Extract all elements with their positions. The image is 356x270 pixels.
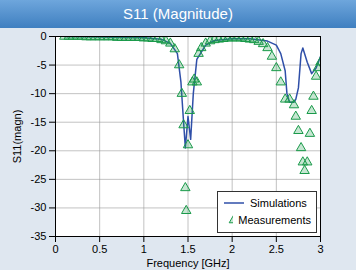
svg-text:1: 1 (141, 243, 147, 255)
svg-text:3: 3 (317, 243, 323, 255)
svg-text:1.5: 1.5 (180, 243, 195, 255)
svg-text:-20: -20 (31, 144, 47, 156)
svg-text:S11(magn): S11(magn) (11, 110, 23, 164)
svg-text:-35: -35 (31, 230, 47, 242)
html-text:Measurements: Measurements (238, 213, 311, 226)
svg-text:-25: -25 (31, 173, 47, 185)
svg-text:-30: -30 (31, 201, 47, 213)
svg-text:2: 2 (229, 243, 235, 255)
svg-text:-10: -10 (31, 87, 47, 99)
svg-text:0: 0 (40, 30, 46, 42)
svg-text:2.5: 2.5 (269, 243, 284, 255)
svg-text:-5: -5 (37, 59, 47, 71)
svg-text:0: 0 (52, 243, 58, 255)
svg-text:Frequency [GHz]: Frequency [GHz] (146, 257, 229, 269)
html-text:Simulations: Simulations (250, 196, 307, 209)
svg-text:-15: -15 (31, 116, 47, 128)
svg-text:0.5: 0.5 (92, 243, 107, 255)
html-text:S11 (Magnitude): S11 (Magnitude) (123, 5, 233, 22)
